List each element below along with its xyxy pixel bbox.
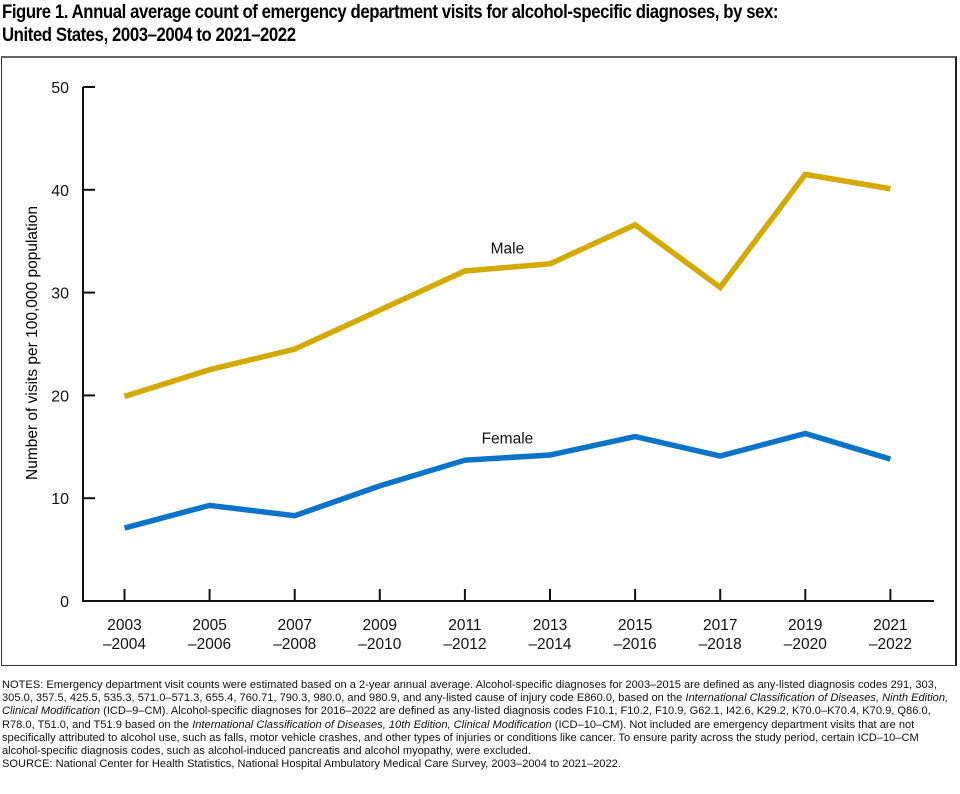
male-series-label: Male <box>491 240 525 257</box>
x-tick-label-bottom: –2016 <box>614 636 657 653</box>
male-series-line <box>123 171 891 400</box>
x-tick-label-top: 2009 <box>363 617 397 634</box>
x-tick-label-bottom: –2020 <box>784 636 827 653</box>
x-tick-label-bottom: –2010 <box>358 636 401 653</box>
x-tick-label-bottom: –2022 <box>869 636 912 653</box>
y-tick-label: 30 <box>51 286 69 303</box>
notes-text-3: (ICD–10–CM). Not included are emergency … <box>2 718 919 758</box>
x-tick-label-top: 2021 <box>873 617 907 634</box>
y-axis: 0 10 20 30 40 50 <box>51 80 95 611</box>
x-tick-label-top: 2011 <box>448 617 481 634</box>
series-group: Male Female <box>123 171 892 531</box>
notes-text-2: (ICD–9–CM). Alcohol-specific diagnoses f… <box>2 705 931 731</box>
x-tick-label-top: 2013 <box>533 617 567 634</box>
x-tick-label-bottom: –2006 <box>188 636 231 653</box>
notes-block: NOTES: Emergency department visit counts… <box>2 679 960 771</box>
x-tick-label-top: 2005 <box>192 617 226 634</box>
x-tick-label-top: 2019 <box>788 617 822 634</box>
x-tick-label-bottom: –2008 <box>273 636 316 653</box>
chart-frame <box>1 56 957 666</box>
notes-label: NOTES: <box>2 679 44 691</box>
y-tick-label: 10 <box>51 491 69 508</box>
figure-title-line-2: United States, 2003–2004 to 2021–2022 <box>2 24 296 46</box>
y-tick-label: 0 <box>60 594 69 611</box>
y-tick-label: 50 <box>51 80 69 97</box>
x-tick-label-top: 2007 <box>277 617 311 634</box>
y-tick-label: 40 <box>51 183 69 200</box>
notes-text-1: Emergency department visit counts were e… <box>2 679 937 705</box>
x-tick-label-bottom: –2014 <box>528 636 571 653</box>
x-axis: 2003 –2004 2005 –2006 2007 –2008 2009 –2010 2011… <box>82 589 934 653</box>
notes-icd9-title: International Classification of Diseases… <box>2 692 949 718</box>
source-line: SOURCE: National Center for Health Stati… <box>2 758 621 771</box>
y-axis-label: Number of visits per 100,000 population <box>24 206 41 480</box>
x-tick-label-bottom: –2004 <box>103 636 146 653</box>
x-tick-label-bottom: –2012 <box>443 636 486 653</box>
x-tick-label-bottom: –2018 <box>699 636 742 653</box>
x-tick-label-top: 2015 <box>618 617 652 634</box>
x-tick-label-top: 2003 <box>107 617 141 634</box>
y-tick-label: 20 <box>51 388 69 405</box>
figure-title: Figure 1. Annual average count of emerge… <box>2 1 958 47</box>
notes-paragraph: NOTES: Emergency department visit counts… <box>2 679 960 758</box>
x-tick-label-top: 2017 <box>703 617 737 634</box>
female-series-label: Female <box>482 431 534 448</box>
notes-icd10-title: International Classification of Diseases… <box>192 718 552 731</box>
figure-title-line-1: Figure 1. Annual average count of emerge… <box>2 1 779 23</box>
female-series-line <box>123 430 892 531</box>
